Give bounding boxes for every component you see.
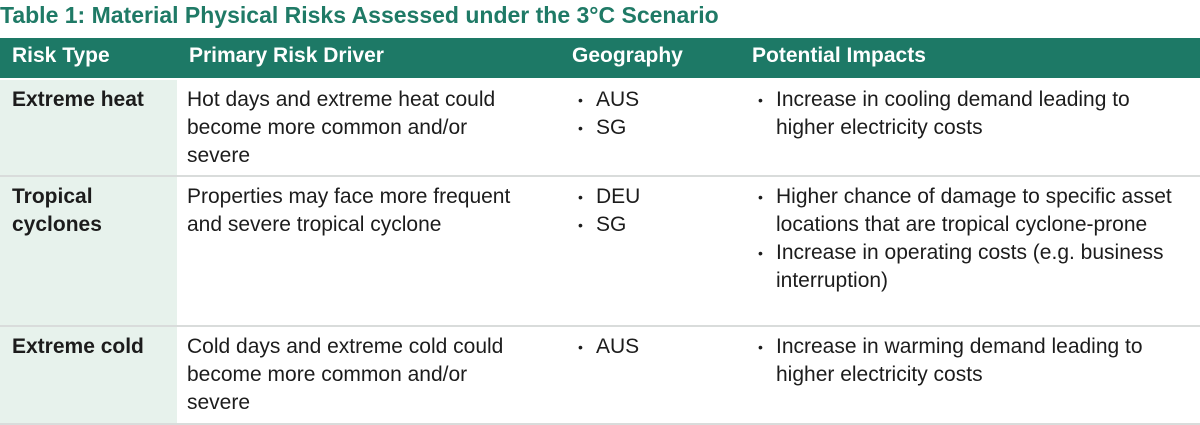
bullet-item: Increase in cooling demand leading to hi… (756, 86, 1192, 142)
table-cell: Extreme cold (0, 327, 177, 423)
bullet-list: AUSSG (572, 86, 730, 142)
table-cell: Cold days and extreme cold could become … (187, 335, 504, 414)
bullet-item: Increase in operating costs (e.g. busine… (756, 239, 1192, 295)
table-cell: Increase in cooling demand leading to hi… (740, 80, 1200, 175)
bullet-item: AUS (576, 86, 730, 114)
header-cell: Risk Type (12, 44, 110, 67)
table-cell: AUSSG (560, 80, 740, 175)
table-cell: DEUSG (560, 177, 740, 325)
table-cell: Tropical cyclones (0, 177, 177, 325)
bullet-list: Higher chance of damage to specific asse… (752, 183, 1192, 295)
bullet-list: Increase in cooling demand leading to hi… (752, 86, 1192, 142)
table-cell: Higher chance of damage to specific asse… (740, 177, 1200, 325)
table-cell: Increase in warming demand leading to hi… (740, 327, 1200, 423)
table-cell: AUS (560, 327, 740, 423)
table-title: Table 1: Material Physical Risks Assesse… (0, 2, 719, 28)
table-row: Tropical cyclones Properties may face mor… (0, 177, 1200, 327)
bullet-list: DEUSG (572, 183, 730, 239)
header-cell: Geography (572, 44, 683, 67)
bullet-list: AUS (572, 333, 730, 361)
header-row: Risk Type Primary Risk Driver Geography Pot… (0, 38, 1200, 78)
table-row: Extreme heat Hot days and extreme heat co… (0, 80, 1200, 177)
table-cell: Hot days and extreme heat could become m… (187, 88, 496, 167)
bullet-item: SG (576, 211, 730, 239)
table-cell: Properties may face more frequent and se… (187, 185, 511, 236)
bullet-item: Higher chance of damage to specific asse… (756, 183, 1192, 239)
bullet-list: Increase in warming demand leading to hi… (752, 333, 1192, 389)
bullet-item: DEU (576, 183, 730, 211)
bullet-item: SG (576, 114, 730, 142)
bullet-item: AUS (576, 333, 730, 361)
header-cell: Primary Risk Driver (189, 44, 384, 67)
header-cell: Potential Impacts (752, 44, 926, 67)
table-row: Extreme cold Cold days and extreme cold c… (0, 327, 1200, 425)
table-cell: Extreme heat (0, 80, 177, 175)
bullet-item: Increase in warming demand leading to hi… (756, 333, 1192, 389)
